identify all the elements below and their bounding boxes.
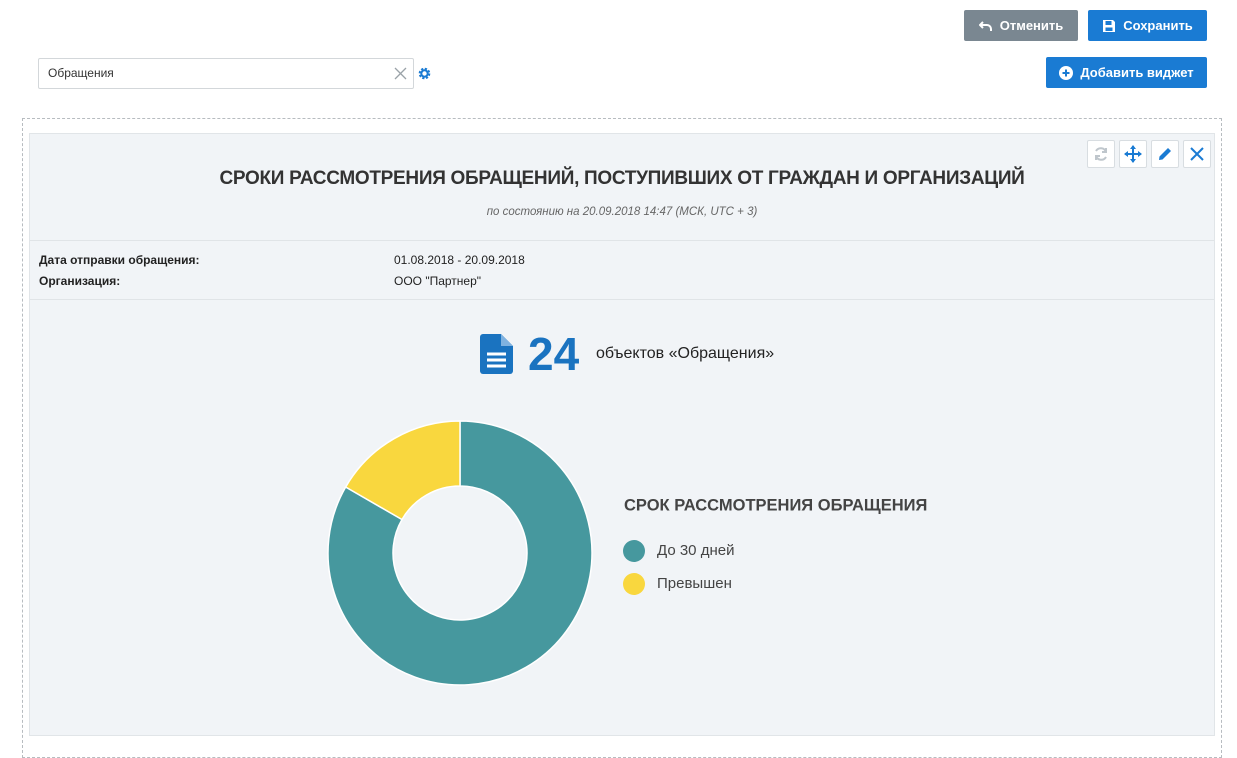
legend-label: До 30 дней [657,542,734,559]
document-icon [480,334,513,374]
plus-icon [1059,65,1074,80]
widget-panel [29,133,1215,736]
object-count-label: объектов «Обращения» [596,345,775,362]
donut-chart: СРОК РАССМОТРЕНИЯ ОБРАЩЕНИЯ До 30 дней Пр… [327,420,927,686]
settings-icon[interactable] [418,67,431,80]
filter-value: 01.08.2018 - 20.09.2018 [394,253,525,267]
legend-label: Превышен [657,575,732,592]
filter-value: ООО "Партнер" [394,274,482,288]
object-count: 24 [528,328,580,380]
donut-slice [327,420,593,686]
move-button[interactable] [1119,140,1147,168]
edit-icon [1159,148,1171,160]
filter-label: Организация: [39,274,121,288]
edit-button[interactable] [1151,140,1179,168]
undo-icon [978,20,992,31]
search-value: Обращения [48,66,114,80]
filter-label: Дата отправки обращения: [39,253,200,267]
move-icon [1124,145,1142,163]
add-widget-label: Добавить виджет [1080,65,1194,80]
clear-icon[interactable] [394,67,407,80]
add-widget-button[interactable]: Добавить виджет [1046,57,1207,88]
separator [30,299,1214,300]
legend-marker [623,540,645,562]
close-icon [1190,147,1204,161]
separator [30,240,1214,241]
legend-title: СРОК РАССМОТРЕНИЯ ОБРАЩЕНИЯ [624,496,927,514]
donut-slice [344,420,461,521]
refresh-button[interactable] [1087,140,1115,168]
save-label: Сохранить [1123,18,1193,33]
refresh-icon [1095,147,1107,161]
save-button[interactable]: Сохранить [1088,10,1207,41]
widget-title: СРОКИ РАССМОТРЕНИЯ ОБРАЩЕНИЙ, ПОСТУПИВШИ… [219,168,1025,189]
close-button[interactable] [1183,140,1211,168]
page: body { margin: 0; width: 1237px; height:… [22,10,1222,758]
save-icon [1103,19,1116,32]
widget-subtitle: по состоянию на 20.09.2018 14:47 (МСК, U… [486,206,758,218]
cancel-label: Отменить [999,18,1064,33]
page-body: {"toolbar": {"cancel": "Отменить", "save… [22,10,1222,758]
search-input[interactable]: Обращения [38,58,414,89]
legend-marker [623,573,645,595]
cancel-button[interactable]: Отменить [964,10,1078,41]
